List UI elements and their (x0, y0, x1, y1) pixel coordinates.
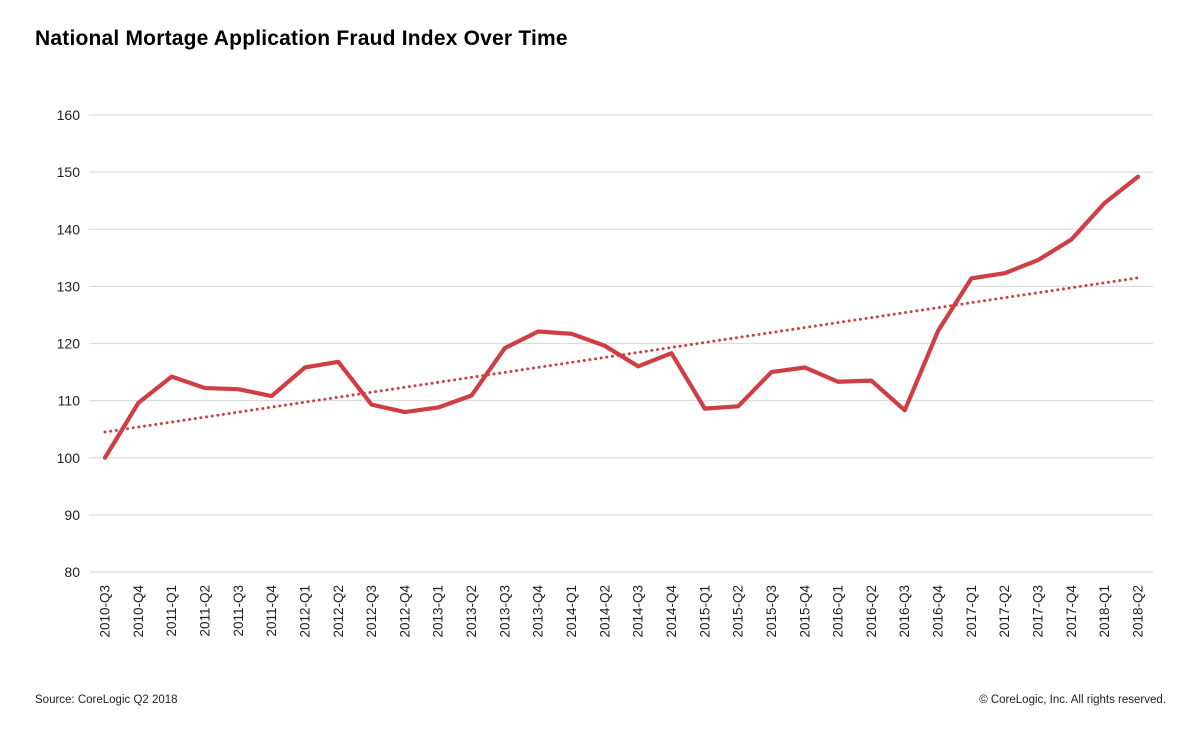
source-note: Source: CoreLogic Q2 2018 (35, 694, 178, 706)
y-axis-tick-label: 130 (57, 278, 81, 294)
x-axis-tick-label: 2017-Q4 (1064, 585, 1079, 638)
x-axis-tick-label: 2017-Q1 (964, 585, 979, 638)
x-axis-tick-label: 2015-Q4 (797, 585, 812, 638)
x-axis-tick-label: 2011-Q1 (164, 585, 179, 637)
x-axis-tick-label: 2015-Q1 (697, 585, 712, 638)
x-axis-tick-label: 2018-Q1 (1097, 585, 1112, 638)
x-axis-tick-label: 2014-Q2 (597, 585, 612, 638)
x-axis-tick-label: 2014-Q1 (564, 585, 579, 638)
y-axis-tick-label: 120 (57, 336, 81, 352)
x-axis-tick-label: 2016-Q1 (831, 585, 846, 638)
y-axis-tick-label: 160 (57, 107, 81, 123)
fraud-index-line (102, 174, 1141, 460)
x-axis-tick-label: 2016-Q3 (897, 585, 912, 638)
y-axis-tick-label: 110 (58, 393, 81, 409)
x-axis-tick-label: 2013-Q2 (464, 585, 479, 638)
chart-title: National Mortage Application Fraud Index… (35, 27, 568, 50)
x-axis-tick-label: 2014-Q3 (631, 585, 646, 638)
x-axis-tick-label: 2013-Q1 (431, 585, 446, 638)
x-axis-tick-label: 2011-Q2 (197, 585, 212, 637)
x-axis-tick-label: 2015-Q2 (731, 585, 746, 638)
x-axis-tick-label: 2017-Q3 (1031, 585, 1046, 638)
x-axis-tick-label: 2012-Q4 (397, 585, 412, 638)
y-axis-tick-label: 90 (64, 507, 80, 523)
y-axis-tick-label: 100 (57, 450, 81, 466)
y-axis-tick-label: 150 (57, 164, 81, 180)
x-axis-tick-label: 2010-Q4 (131, 585, 146, 638)
x-axis-tick-label: 2011-Q3 (231, 585, 246, 637)
x-axis-tick-label: 2017-Q2 (997, 585, 1012, 638)
x-axis-tick-label: 2018-Q2 (1131, 585, 1146, 638)
x-axis-tick-label: 2012-Q2 (331, 585, 346, 638)
x-axis-tick-label: 2011-Q4 (264, 585, 279, 637)
x-axis-tick-label: 2010-Q3 (98, 585, 113, 638)
x-axis-tick-label: 2016-Q4 (931, 585, 946, 638)
x-axis-tick-label: 2012-Q3 (364, 585, 379, 638)
y-axis-tick-label: 80 (64, 564, 80, 580)
x-axis-tick-label: 2013-Q3 (497, 585, 512, 638)
copyright-note: © CoreLogic, Inc. All rights reserved. (979, 694, 1166, 706)
x-axis-tick-label: 2012-Q1 (297, 585, 312, 638)
x-axis-tick-label: 2016-Q2 (864, 585, 879, 638)
x-axis-tick-label: 2015-Q3 (764, 585, 779, 638)
y-axis-tick-label: 140 (57, 221, 81, 237)
x-axis-tick-label: 2014-Q4 (664, 585, 679, 638)
x-axis-tick-label: 2013-Q4 (531, 585, 546, 638)
